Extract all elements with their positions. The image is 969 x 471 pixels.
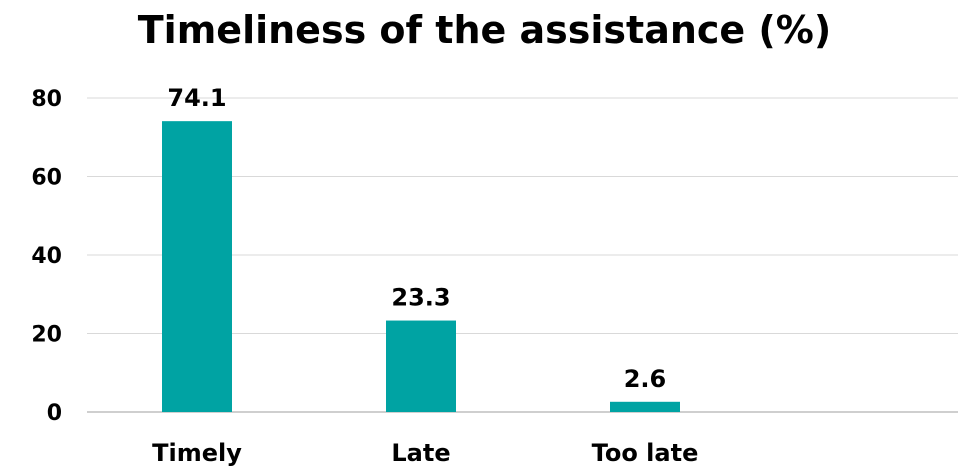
x-tick-label-too-late: Too late bbox=[592, 439, 699, 467]
chart-title: Timeliness of the assistance (%) bbox=[137, 8, 832, 52]
data-label-late: 23.3 bbox=[391, 284, 450, 312]
y-tick-label-80: 80 bbox=[31, 87, 62, 112]
data-label-timely: 74.1 bbox=[167, 84, 226, 112]
bar-too-late bbox=[610, 401, 680, 412]
y-tick-label-20: 20 bbox=[31, 323, 62, 348]
bar-late bbox=[386, 320, 456, 412]
x-tick-label-late: Late bbox=[391, 439, 450, 467]
y-tick-label-40: 40 bbox=[31, 244, 62, 269]
bar-timely bbox=[162, 121, 232, 412]
y-tick-label-60: 60 bbox=[31, 166, 62, 191]
data-label-too-late: 2.6 bbox=[624, 365, 667, 393]
y-tick-label-0: 0 bbox=[47, 401, 62, 426]
x-tick-label-timely: Timely bbox=[152, 439, 242, 467]
